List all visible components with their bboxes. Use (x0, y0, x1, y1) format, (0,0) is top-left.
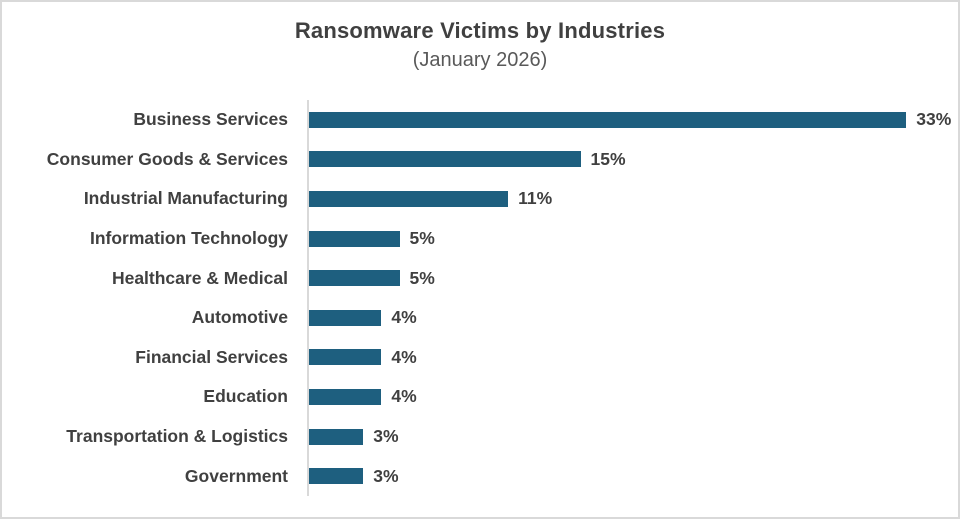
value-label: 4% (391, 386, 417, 407)
chart-row: Transportation & Logistics 3% (2, 416, 958, 457)
bar-cell: 4% (307, 297, 958, 338)
value-label: 3% (373, 426, 399, 447)
chart-row: Automotive 4% (2, 297, 958, 338)
bar (309, 468, 364, 485)
value-label: 4% (391, 346, 417, 367)
chart-row: Healthcare & Medical 5% (2, 258, 958, 298)
category-label: Information Technology (89, 228, 288, 249)
chart-row: Business Services 33% (2, 100, 958, 140)
value-label: 33% (916, 109, 952, 130)
bar-cell: 4% (307, 377, 958, 417)
category-label: Industrial Manufacturing (83, 188, 288, 209)
chart-row: Consumer Goods & Services 15% (2, 139, 958, 180)
bar (309, 428, 364, 445)
bar-cell: 3% (307, 416, 958, 457)
bar (309, 230, 400, 247)
category-label: Transportation & Logistics (66, 426, 288, 447)
bar (309, 388, 382, 405)
category-label: Healthcare & Medical (111, 267, 288, 288)
bar-cell: 11% (307, 179, 958, 219)
category-label: Consumer Goods & Services (46, 148, 288, 169)
value-label: 15% (590, 148, 626, 169)
bar-cell: 4% (307, 337, 958, 378)
chart-row: Government 3% (2, 456, 958, 496)
value-label: 3% (373, 465, 399, 486)
bar-cell: 5% (307, 218, 958, 259)
category-label: Financial Services (135, 346, 288, 367)
category-label: Business Services (133, 109, 288, 130)
value-label: 11% (518, 188, 553, 209)
chart-subtitle: (January 2026) (412, 49, 548, 71)
value-label: 5% (409, 228, 435, 249)
category-label: Government (184, 465, 288, 486)
bar-cell: 3% (307, 456, 958, 496)
chart-row: Information Technology 5% (2, 218, 958, 259)
value-label: 5% (409, 267, 435, 288)
chart-title: Ransomware Victims by Industries (294, 18, 666, 43)
bar (309, 349, 382, 366)
chart-row: Education 4% (2, 377, 958, 417)
value-label: 4% (391, 307, 417, 328)
chart-row: Industrial Manufacturing 11% (2, 179, 958, 219)
category-label: Automotive (191, 307, 288, 328)
chart-header: Ransomware Victims by Industries (Januar… (2, 2, 958, 74)
bar (309, 309, 382, 326)
bar-cell: 5% (307, 258, 958, 298)
bar (309, 270, 400, 287)
bar-cell: 15% (307, 139, 958, 180)
chart-row: Financial Services 4% (2, 337, 958, 378)
bar (309, 190, 509, 207)
bar-chart: Business Services 33% Consumer Goods & Ser… (2, 100, 958, 496)
bar-cell: 33% (307, 100, 958, 140)
bar (309, 151, 581, 168)
bar (309, 111, 907, 128)
category-label: Education (203, 386, 288, 407)
